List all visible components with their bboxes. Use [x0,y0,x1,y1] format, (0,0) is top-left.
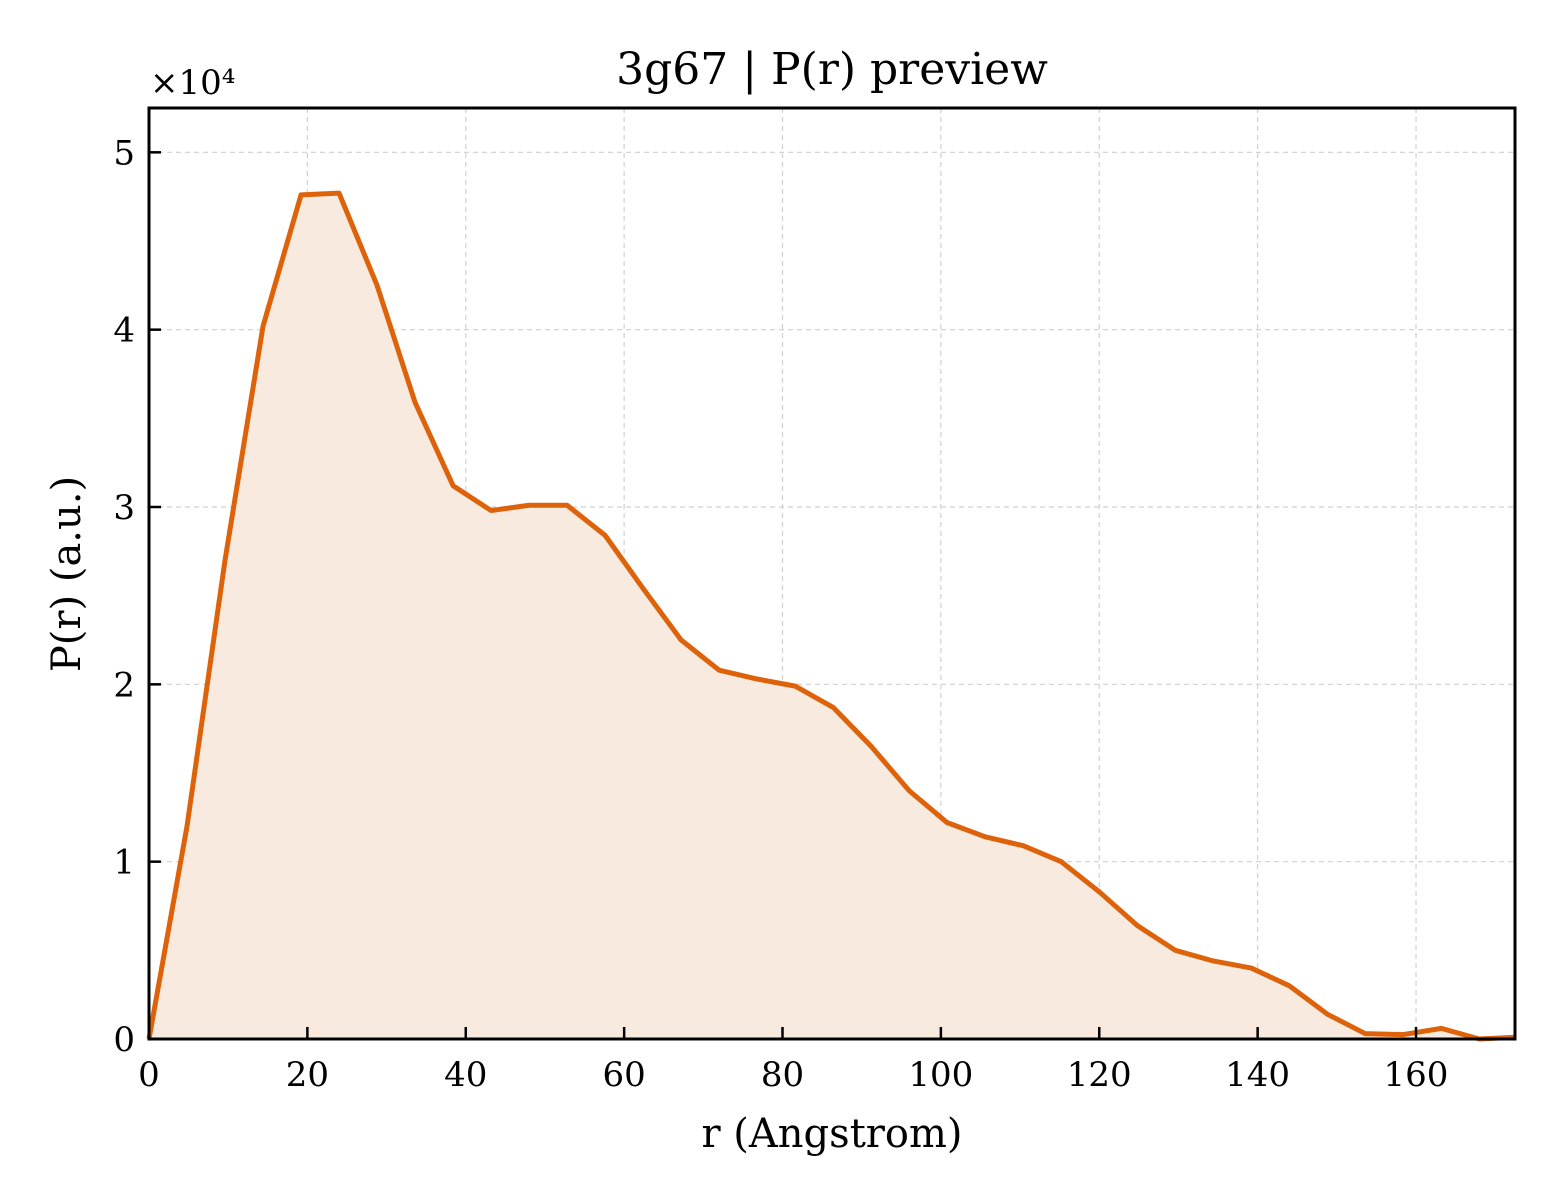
data-point-2 [223,558,228,563]
data-point-31 [1325,1012,1330,1017]
data-point-15 [717,668,722,673]
data-point-30 [1287,983,1292,988]
data-point-6 [375,283,380,288]
area-fill [149,193,1515,1039]
chart-title: 3g67 | P(r) preview [616,44,1048,95]
data-point-14 [679,638,684,643]
x-tick-label-2: 40 [444,1055,487,1095]
plot-frame [147,106,1517,1041]
x-tick-label-4: 80 [761,1055,804,1095]
data-point-10 [527,503,532,508]
x-tick-label-5: 100 [908,1055,973,1095]
data-point-20 [907,788,912,793]
data-point-5 [337,191,342,196]
data-point-29 [1249,966,1254,971]
data-point-28 [1211,958,1216,963]
data-point-21 [945,820,950,825]
data-point-7 [413,400,418,405]
x-tick-label-0: 0 [138,1055,160,1095]
y-tick-label-0: 0 [113,1020,135,1060]
data-point-33 [1401,1032,1406,1037]
x-tick-label-3: 60 [602,1055,645,1095]
y-axis-ticks: 0 1 2 3 4 5 [113,133,161,1060]
data-point-11 [565,503,570,508]
y-tick-label-1: 1 [113,843,135,883]
data-point-3 [261,324,266,329]
x-axis-ticks: 0 20 40 60 80 100 120 140 160 [138,1027,1448,1095]
data-point-12 [603,533,608,538]
x-tick-label-8: 160 [1384,1055,1449,1095]
data-point-24 [1059,859,1064,864]
data-point-22 [983,834,988,839]
data-point-27 [1173,948,1178,953]
data-point-13 [641,586,646,591]
data-point-17 [793,684,798,689]
data-point-23 [1021,843,1026,848]
y-tick-label-2: 2 [113,665,135,705]
x-tick-label-6: 120 [1067,1055,1132,1095]
data-point-18 [831,705,836,710]
x-tick-label-1: 20 [286,1055,329,1095]
y-tick-label-5: 5 [113,133,135,173]
data-point-19 [869,744,874,749]
y-tick-label-3: 3 [113,488,135,528]
data-point-26 [1135,923,1140,928]
data-point-34 [1439,1026,1444,1031]
x-axis-label: r (Angstrom) [701,1111,962,1157]
data-point-32 [1363,1031,1368,1036]
data-point-1 [185,824,190,829]
y-axis-multiplier: ×10⁴ [150,63,235,103]
data-point-8 [451,483,456,488]
y-axis-label: P(r) (a.u.) [44,476,90,672]
data-point-25 [1097,889,1102,894]
series-line [146,190,1516,1042]
x-tick-label-7: 140 [1225,1055,1290,1095]
data-point-4 [299,192,304,197]
y-tick-label-4: 4 [113,311,135,351]
data-point-16 [755,677,760,682]
data-point-9 [489,508,494,513]
